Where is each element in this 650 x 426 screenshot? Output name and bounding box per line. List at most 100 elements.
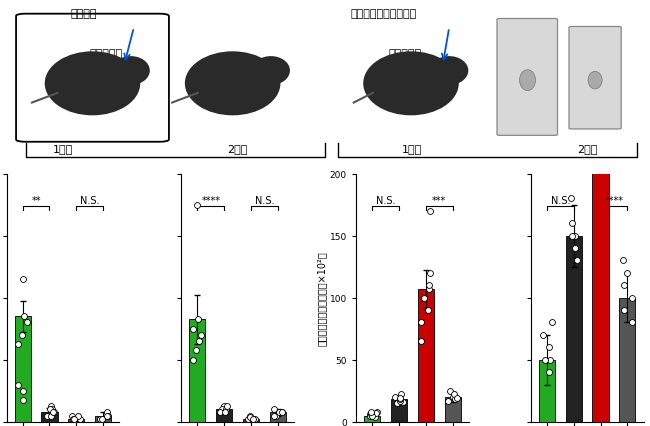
Point bbox=[568, 196, 578, 202]
Point bbox=[70, 415, 80, 422]
Point bbox=[417, 307, 427, 314]
Point bbox=[75, 412, 85, 419]
Point bbox=[99, 415, 110, 422]
Point bbox=[22, 381, 32, 388]
Point bbox=[41, 409, 51, 416]
Point bbox=[272, 409, 283, 416]
Point bbox=[417, 282, 427, 289]
Bar bbox=[216, 409, 232, 422]
Point bbox=[72, 412, 82, 419]
Point bbox=[365, 409, 375, 415]
Point bbox=[420, 208, 430, 215]
Point bbox=[42, 403, 52, 410]
Ellipse shape bbox=[363, 52, 459, 116]
Title: 2日目: 2日目 bbox=[227, 144, 248, 154]
Point bbox=[425, 270, 436, 276]
Point bbox=[269, 412, 280, 419]
Point bbox=[368, 412, 378, 419]
Point bbox=[370, 410, 380, 417]
Bar bbox=[619, 298, 636, 422]
Point bbox=[369, 411, 379, 418]
Bar bbox=[445, 397, 461, 422]
Point bbox=[277, 409, 287, 416]
Point bbox=[193, 332, 203, 339]
Point bbox=[14, 313, 24, 320]
Text: 箱の中で: 箱の中で bbox=[70, 9, 97, 19]
Bar bbox=[42, 412, 57, 422]
Ellipse shape bbox=[519, 71, 536, 91]
Bar bbox=[539, 360, 555, 422]
Point bbox=[102, 412, 112, 419]
Point bbox=[220, 403, 231, 410]
Title: 2日目: 2日目 bbox=[577, 144, 597, 154]
Bar bbox=[391, 400, 407, 422]
Ellipse shape bbox=[185, 52, 280, 116]
FancyBboxPatch shape bbox=[569, 27, 621, 130]
Point bbox=[248, 412, 259, 419]
Point bbox=[16, 387, 27, 394]
Y-axis label: 鼻先を穴に入れる回数（×10²）: 鼻先を穴に入れる回数（×10²） bbox=[317, 250, 327, 345]
Point bbox=[443, 396, 454, 403]
Bar bbox=[593, 0, 608, 422]
Text: N.S.: N.S. bbox=[80, 195, 99, 205]
Point bbox=[451, 397, 462, 404]
Text: 光で活性化: 光で活性化 bbox=[89, 49, 122, 59]
Point bbox=[218, 403, 228, 410]
Point bbox=[541, 369, 551, 376]
Point bbox=[40, 406, 51, 413]
Point bbox=[450, 395, 461, 402]
Point bbox=[397, 395, 408, 402]
Point bbox=[246, 414, 256, 420]
Point bbox=[16, 341, 26, 348]
Ellipse shape bbox=[588, 72, 602, 90]
Point bbox=[14, 332, 25, 339]
Bar bbox=[418, 289, 434, 422]
Point bbox=[268, 406, 279, 413]
Point bbox=[390, 397, 400, 404]
Point bbox=[543, 332, 554, 339]
Point bbox=[542, 320, 552, 326]
Point bbox=[417, 294, 427, 301]
Point bbox=[99, 412, 110, 419]
Point bbox=[625, 307, 635, 314]
Point bbox=[391, 391, 401, 398]
Point bbox=[218, 406, 228, 413]
Point bbox=[246, 415, 257, 422]
Point bbox=[627, 282, 637, 289]
Point bbox=[246, 415, 257, 422]
Point bbox=[14, 397, 25, 403]
Text: 光で活性化: 光で活性化 bbox=[389, 49, 422, 59]
Point bbox=[546, 357, 556, 363]
Point bbox=[540, 344, 551, 351]
Point bbox=[197, 201, 207, 208]
Point bbox=[220, 409, 231, 416]
Bar bbox=[364, 415, 380, 422]
Point bbox=[44, 409, 55, 416]
Ellipse shape bbox=[112, 57, 150, 86]
Point bbox=[448, 391, 459, 398]
Bar bbox=[95, 415, 111, 422]
Point bbox=[420, 320, 430, 326]
Point bbox=[396, 396, 406, 403]
Point bbox=[194, 347, 205, 354]
Point bbox=[98, 409, 109, 416]
Title: 1日目: 1日目 bbox=[53, 144, 73, 154]
Bar bbox=[243, 419, 259, 422]
Text: 鼻先を穴に入れた時に: 鼻先を穴に入れた時に bbox=[350, 9, 417, 19]
Text: ****: **** bbox=[202, 195, 220, 205]
Point bbox=[421, 338, 431, 345]
Point bbox=[67, 417, 77, 423]
Point bbox=[21, 320, 31, 326]
Point bbox=[222, 409, 232, 416]
Point bbox=[98, 412, 109, 419]
Point bbox=[46, 406, 57, 413]
Point bbox=[398, 396, 409, 403]
Title: 1日目: 1日目 bbox=[402, 144, 423, 154]
Point bbox=[620, 270, 630, 276]
Point bbox=[40, 412, 51, 419]
Point bbox=[67, 415, 77, 422]
Point bbox=[190, 325, 201, 332]
Point bbox=[447, 387, 457, 394]
Text: N.S.: N.S. bbox=[255, 195, 274, 205]
Text: **: ** bbox=[31, 195, 41, 205]
